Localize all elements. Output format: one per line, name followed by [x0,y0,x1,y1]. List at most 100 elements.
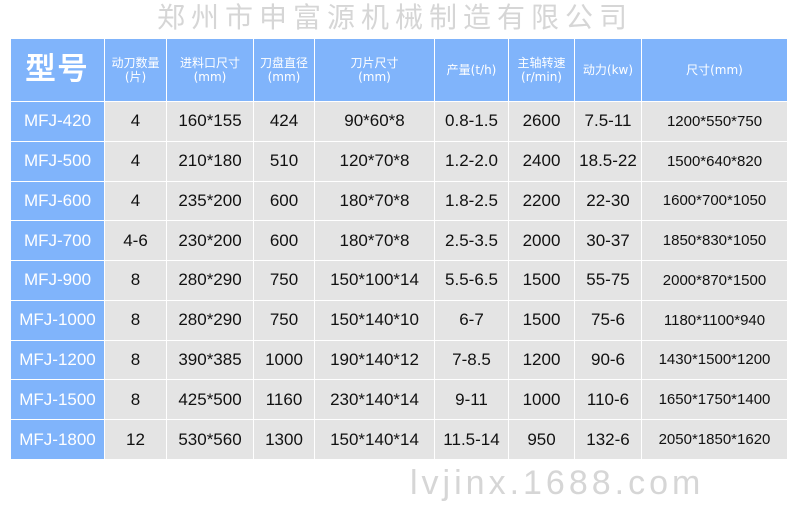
column-header: 刀盘直径 (mm) [253,38,315,102]
column-header-unit: (片) [124,70,147,84]
table-cell: 5.5-6.5 [434,260,509,301]
table-cell: 90*60*8 [314,101,435,142]
column-header-label: 进料口尺寸 [179,56,240,70]
table-cell: 1160 [253,379,315,421]
column-header-label: 动力(kw) [582,63,634,77]
table-cell: 9-11 [434,379,509,421]
table-cell: 1500 [508,299,575,341]
column-header: 动刀数量 (片) [104,38,167,102]
column-header-label: 尺寸(mm) [686,63,743,77]
table-row: MFJ-900 8 280*290 750 150*100*14 5.5-6.5 1500 5… [10,260,788,301]
table-cell: 280*290 [166,260,254,301]
watermark-site: lvjinx.1688.com [410,464,705,502]
table-cell: 950 [508,419,575,460]
table-cell: 1600*700*1050 [641,180,788,222]
table-row: MFJ-420 4 160*155 424 90*60*8 0.8-1.5 2600 7.5-… [10,101,788,142]
table-cell: 390*385 [166,339,254,381]
model-cell: MFJ-420 [10,101,105,142]
table-cell: 120*70*8 [314,140,435,182]
column-header: 进料口尺寸 (mm) [166,38,254,102]
table-cell: 6-7 [434,299,509,341]
table-cell: 12 [104,419,167,460]
table-cell: 750 [253,299,315,341]
model-cell: MFJ-1500 [10,379,105,421]
column-header-label: 刀片尺寸 [350,56,399,70]
table-cell: 4-6 [104,220,167,262]
table-cell: 1650*1750*1400 [641,379,788,421]
column-header-label: 刀盘直径 [259,56,308,70]
table-cell: 7-8.5 [434,339,509,381]
column-header-label: 动刀数量 [111,56,160,70]
table-cell: 1200*550*750 [641,101,788,142]
table-cell: 150*140*10 [314,299,435,341]
table-cell: 2600 [508,101,575,142]
table-cell: 510 [253,140,315,182]
table-cell: 230*200 [166,220,254,262]
column-header: 尺寸(mm) [641,38,788,102]
table-cell: 235*200 [166,180,254,222]
table-cell: 150*140*14 [314,419,435,460]
column-header: 型号 [10,38,105,102]
column-header-unit: (r/min) [521,70,562,84]
table-cell: 1430*1500*1200 [641,339,788,381]
column-header-unit: (mm) [267,70,301,84]
table-cell: 424 [253,101,315,142]
table-cell: 180*70*8 [314,220,435,262]
table-cell: 190*140*12 [314,339,435,381]
model-cell: MFJ-900 [10,260,105,301]
model-cell: MFJ-1800 [10,419,105,460]
table-cell: 110-6 [574,379,642,421]
spec-table: 型号 动刀数量 (片) 进料口尺寸 (mm) 刀盘直径 (mm) 刀片尺寸 (mm) 产量(t/h… [10,38,788,460]
column-header-label: 主轴转速 [517,56,566,70]
table-cell: 280*290 [166,299,254,341]
table-cell: 8 [104,299,167,341]
table-row: MFJ-1500 8 425*500 1160 230*140*14 9-11 1000 11… [10,379,788,421]
table-cell: 750 [253,260,315,301]
table-cell: 8 [104,379,167,421]
watermark-company: 郑州市申富源机械制造有限公司 [156,1,633,34]
table-cell: 150*100*14 [314,260,435,301]
table-cell: 0.8-1.5 [434,101,509,142]
table-cell: 75-6 [574,299,642,341]
table-cell: 2000 [508,220,575,262]
table-cell: 210*180 [166,140,254,182]
table-row: MFJ-1000 8 280*290 750 150*140*10 6-7 1500 75-6… [10,299,788,341]
table-row: MFJ-700 4-6 230*200 600 180*70*8 2.5-3.5 2000 3… [10,220,788,262]
table-cell: 1850*830*1050 [641,220,788,262]
table-row: MFJ-1800 12 530*560 1300 150*140*14 11.5-14 95… [10,419,788,460]
table-cell: 2400 [508,140,575,182]
table-cell: 2050*1850*1620 [641,419,788,460]
table-cell: 11.5-14 [434,419,509,460]
table-cell: 8 [104,339,167,381]
table-cell: 1500 [508,260,575,301]
table-cell: 4 [104,140,167,182]
model-cell: MFJ-1000 [10,299,105,341]
table-cell: 1000 [508,379,575,421]
table-cell: 600 [253,220,315,262]
table-cell: 180*70*8 [314,180,435,222]
table-row: MFJ-1200 8 390*385 1000 190*140*12 7-8.5 1200 9… [10,339,788,381]
column-header: 主轴转速 (r/min) [508,38,575,102]
table-cell: 90-6 [574,339,642,381]
table-cell: 230*140*14 [314,379,435,421]
table-cell: 18.5-22 [574,140,642,182]
table-cell: 55-75 [574,260,642,301]
column-header: 动力(kw) [574,38,642,102]
table-cell: 600 [253,180,315,222]
table-row: MFJ-600 4 235*200 600 180*70*8 1.8-2.5 2200 22-… [10,180,788,222]
table-cell: 8 [104,260,167,301]
table-row: MFJ-500 4 210*180 510 120*70*8 1.2-2.0 2400 18.… [10,140,788,182]
column-header-label: 型号 [25,52,90,87]
column-header-unit: (mm) [193,70,227,84]
column-header-label: 产量(t/h) [446,63,497,77]
model-cell: MFJ-500 [10,140,105,182]
table-cell: 132-6 [574,419,642,460]
table-cell: 2200 [508,180,575,222]
table-cell: 4 [104,101,167,142]
table-cell: 4 [104,180,167,222]
model-cell: MFJ-600 [10,180,105,222]
table-cell: 1500*640*820 [641,140,788,182]
table-cell: 1200 [508,339,575,381]
table-cell: 22-30 [574,180,642,222]
model-cell: MFJ-1200 [10,339,105,381]
